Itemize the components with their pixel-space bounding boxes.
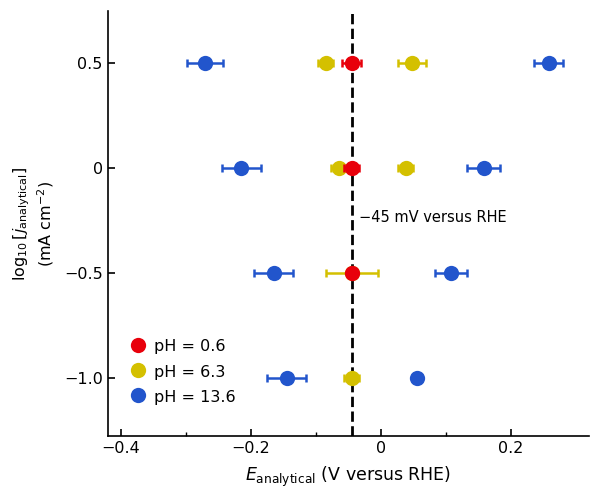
Y-axis label: $\log_{10}[j_{\mathrm{analytical}}]$
(mA cm$^{-2}$): $\log_{10}[j_{\mathrm{analytical}}]$ (mA… xyxy=(11,167,56,281)
Legend: pH = 0.6, pH = 6.3, pH = 13.6: pH = 0.6, pH = 6.3, pH = 13.6 xyxy=(125,332,242,411)
Text: −45 mV versus RHE: −45 mV versus RHE xyxy=(359,210,507,225)
X-axis label: $E_{\mathrm{analytical}}$ (V versus RHE): $E_{\mathrm{analytical}}$ (V versus RHE) xyxy=(245,464,451,489)
